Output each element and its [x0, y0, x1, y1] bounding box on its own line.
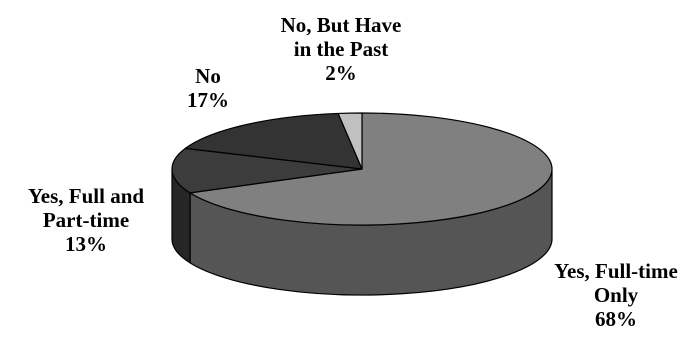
slice-percent: 13% [65, 232, 107, 256]
slice-label-yes-full-time-only: Yes, Full-time Only 68% [536, 259, 696, 331]
slice-label-no-but-have-in-the-past: No, But Have in the Past 2% [261, 13, 421, 85]
slice-label-no: No 17% [176, 64, 240, 112]
slice-yes-full-and-part-time [171, 147, 363, 194]
slice-percent: 2% [325, 61, 357, 85]
slice-percent: 68% [595, 307, 637, 331]
slice-label-yes-full-and-part-time: Yes, Full and Part-time 13% [6, 184, 166, 256]
slice-yes-full-time-only [189, 112, 553, 226]
pie-slices [171, 112, 553, 226]
slice-percent: 17% [187, 88, 229, 112]
slice-no [184, 112, 363, 170]
slice-no-but-have-in-the-past [337, 112, 363, 170]
